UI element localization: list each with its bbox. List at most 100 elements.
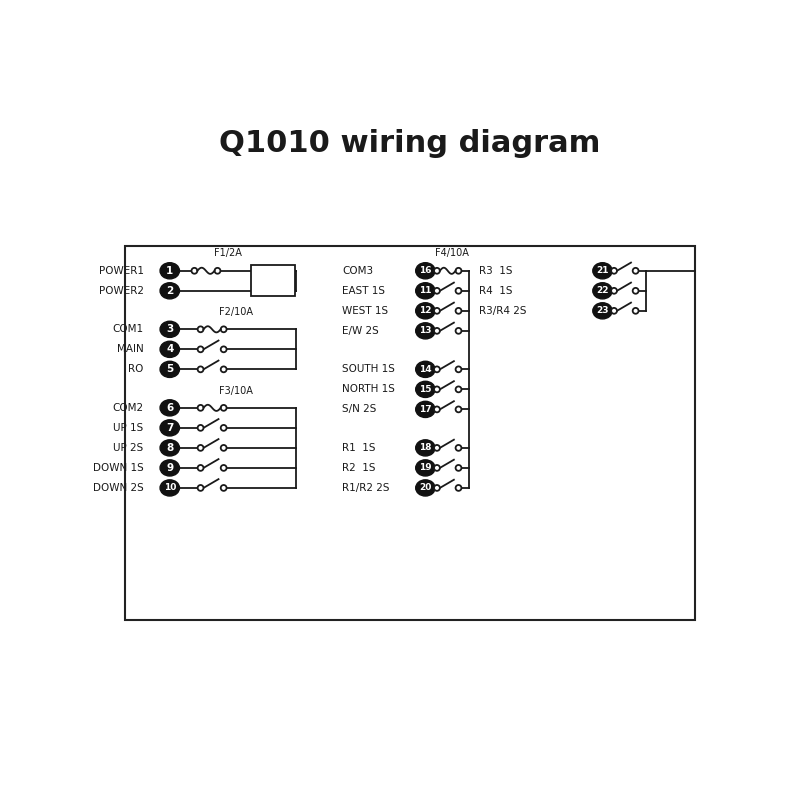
Circle shape — [455, 445, 462, 451]
Circle shape — [455, 465, 462, 471]
Ellipse shape — [160, 480, 179, 496]
Circle shape — [198, 465, 203, 471]
Text: AC/DC: AC/DC — [255, 270, 290, 280]
Circle shape — [198, 485, 203, 491]
Ellipse shape — [160, 282, 179, 299]
Circle shape — [455, 366, 462, 372]
Circle shape — [434, 406, 440, 412]
Text: 19: 19 — [419, 463, 432, 473]
Circle shape — [455, 406, 462, 412]
Circle shape — [198, 425, 203, 430]
Circle shape — [221, 425, 226, 430]
Circle shape — [221, 445, 226, 451]
Ellipse shape — [416, 402, 435, 418]
Bar — [125, 246, 695, 619]
Ellipse shape — [416, 362, 435, 378]
Circle shape — [221, 346, 226, 352]
Bar — [250, 266, 295, 296]
Text: 23: 23 — [596, 306, 609, 315]
Text: COM3: COM3 — [342, 266, 374, 276]
Circle shape — [434, 366, 440, 372]
Circle shape — [221, 405, 226, 410]
Circle shape — [191, 268, 198, 274]
Ellipse shape — [160, 440, 179, 456]
Circle shape — [221, 326, 226, 332]
Text: DOWN 1S: DOWN 1S — [93, 463, 143, 473]
Text: 12: 12 — [419, 306, 432, 315]
Circle shape — [198, 445, 203, 451]
Circle shape — [434, 268, 440, 274]
Text: Q1010 wiring diagram: Q1010 wiring diagram — [219, 130, 601, 158]
Circle shape — [455, 485, 462, 491]
Text: COM2: COM2 — [113, 403, 143, 413]
Text: RO: RO — [128, 364, 143, 374]
Ellipse shape — [416, 282, 435, 299]
Ellipse shape — [160, 400, 179, 416]
Text: F1/2A: F1/2A — [214, 249, 242, 258]
Circle shape — [633, 288, 638, 294]
Circle shape — [434, 445, 440, 451]
Text: MAIN: MAIN — [117, 344, 143, 354]
Circle shape — [611, 268, 617, 274]
Text: 14: 14 — [419, 365, 432, 374]
Text: 6: 6 — [166, 403, 174, 413]
Text: 10: 10 — [163, 483, 176, 493]
Text: F4/10A: F4/10A — [435, 249, 470, 258]
Text: EAST 1S: EAST 1S — [342, 286, 386, 296]
Text: 11: 11 — [419, 286, 432, 295]
Text: UP 1S: UP 1S — [114, 423, 143, 433]
Circle shape — [455, 386, 462, 392]
Text: 3: 3 — [166, 324, 174, 334]
Circle shape — [455, 288, 462, 294]
Ellipse shape — [416, 262, 435, 279]
Text: 2: 2 — [166, 286, 174, 296]
Text: 15: 15 — [419, 385, 432, 394]
Text: E/W 2S: E/W 2S — [342, 326, 379, 336]
Text: R4  1S: R4 1S — [479, 286, 513, 296]
Circle shape — [611, 308, 617, 314]
Circle shape — [221, 465, 226, 471]
Text: NORTH 1S: NORTH 1S — [342, 384, 395, 394]
Text: S/N 2S: S/N 2S — [342, 404, 377, 414]
Circle shape — [455, 268, 462, 274]
Circle shape — [434, 485, 440, 491]
Ellipse shape — [416, 322, 435, 339]
Ellipse shape — [160, 342, 179, 358]
Text: DOWN 2S: DOWN 2S — [93, 483, 143, 493]
Ellipse shape — [416, 440, 435, 456]
Text: 21: 21 — [596, 266, 609, 275]
Text: WEST 1S: WEST 1S — [342, 306, 388, 316]
Ellipse shape — [416, 302, 435, 319]
Text: 22: 22 — [596, 286, 609, 295]
Circle shape — [214, 268, 221, 274]
Text: 7: 7 — [166, 423, 174, 433]
Text: R1  1S: R1 1S — [342, 443, 376, 453]
Ellipse shape — [160, 420, 179, 436]
Text: R3/R4 2S: R3/R4 2S — [479, 306, 526, 316]
Text: SOUTH 1S: SOUTH 1S — [342, 364, 395, 374]
Text: 13: 13 — [419, 326, 432, 335]
Text: 18: 18 — [419, 443, 432, 452]
Circle shape — [455, 308, 462, 314]
Ellipse shape — [416, 460, 435, 476]
Text: 20: 20 — [419, 483, 431, 493]
Circle shape — [633, 268, 638, 274]
Text: R2  1S: R2 1S — [342, 463, 376, 473]
Text: POWER2: POWER2 — [98, 286, 143, 296]
Ellipse shape — [416, 382, 435, 398]
Ellipse shape — [160, 460, 179, 476]
Circle shape — [633, 308, 638, 314]
Text: 16: 16 — [419, 266, 432, 275]
Text: POWER1: POWER1 — [98, 266, 143, 276]
Circle shape — [434, 308, 440, 314]
Text: 9: 9 — [166, 463, 174, 473]
Circle shape — [198, 326, 203, 332]
Ellipse shape — [160, 322, 179, 338]
Circle shape — [434, 328, 440, 334]
Circle shape — [198, 366, 203, 372]
Ellipse shape — [160, 362, 179, 378]
Ellipse shape — [416, 480, 435, 496]
Circle shape — [198, 405, 203, 410]
Text: F3/10A: F3/10A — [219, 386, 253, 395]
Circle shape — [434, 386, 440, 392]
